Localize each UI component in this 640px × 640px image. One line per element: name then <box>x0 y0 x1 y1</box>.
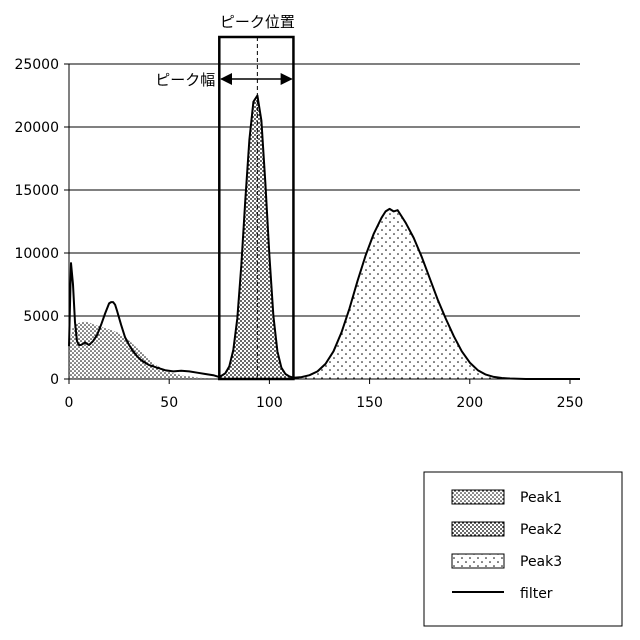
series-line-filter <box>69 96 580 380</box>
legend-label-filter: filter <box>520 586 553 602</box>
x-tick-label: 200 <box>456 395 483 411</box>
legend-swatch-peak1 <box>452 490 504 504</box>
x-tick-label: 100 <box>256 395 283 411</box>
x-tick-label: 0 <box>65 395 74 411</box>
legend-label-peak1: Peak1 <box>520 490 562 506</box>
x-tick-label: 250 <box>557 395 584 411</box>
peak-position-label: ピーク位置 <box>220 13 295 31</box>
y-tick-label: 0 <box>50 372 59 388</box>
series-area-peak1 <box>69 322 219 379</box>
gridlines <box>69 64 580 316</box>
x-tick-label: 50 <box>160 395 178 411</box>
peak-width-label: ピーク幅 <box>155 71 215 89</box>
series-area-peak3 <box>293 211 526 379</box>
y-tick-label: 5000 <box>23 309 59 325</box>
legend-swatch-peak3 <box>452 554 504 568</box>
x-tick-label: 150 <box>356 395 383 411</box>
legend-swatch-peak2 <box>452 522 504 536</box>
y-tick-label: 15000 <box>14 183 59 199</box>
legend-label-peak2: Peak2 <box>520 522 562 538</box>
legend-label-peak3: Peak3 <box>520 554 562 570</box>
legend: Peak1 Peak2 Peak3 filter <box>424 472 622 626</box>
y-tick-label: 20000 <box>14 120 59 136</box>
series-area-peak2 <box>219 96 293 380</box>
series-areas <box>69 96 526 380</box>
series-lines <box>69 96 580 380</box>
y-tick-label: 25000 <box>14 57 59 73</box>
y-tick-label: 10000 <box>14 246 59 262</box>
